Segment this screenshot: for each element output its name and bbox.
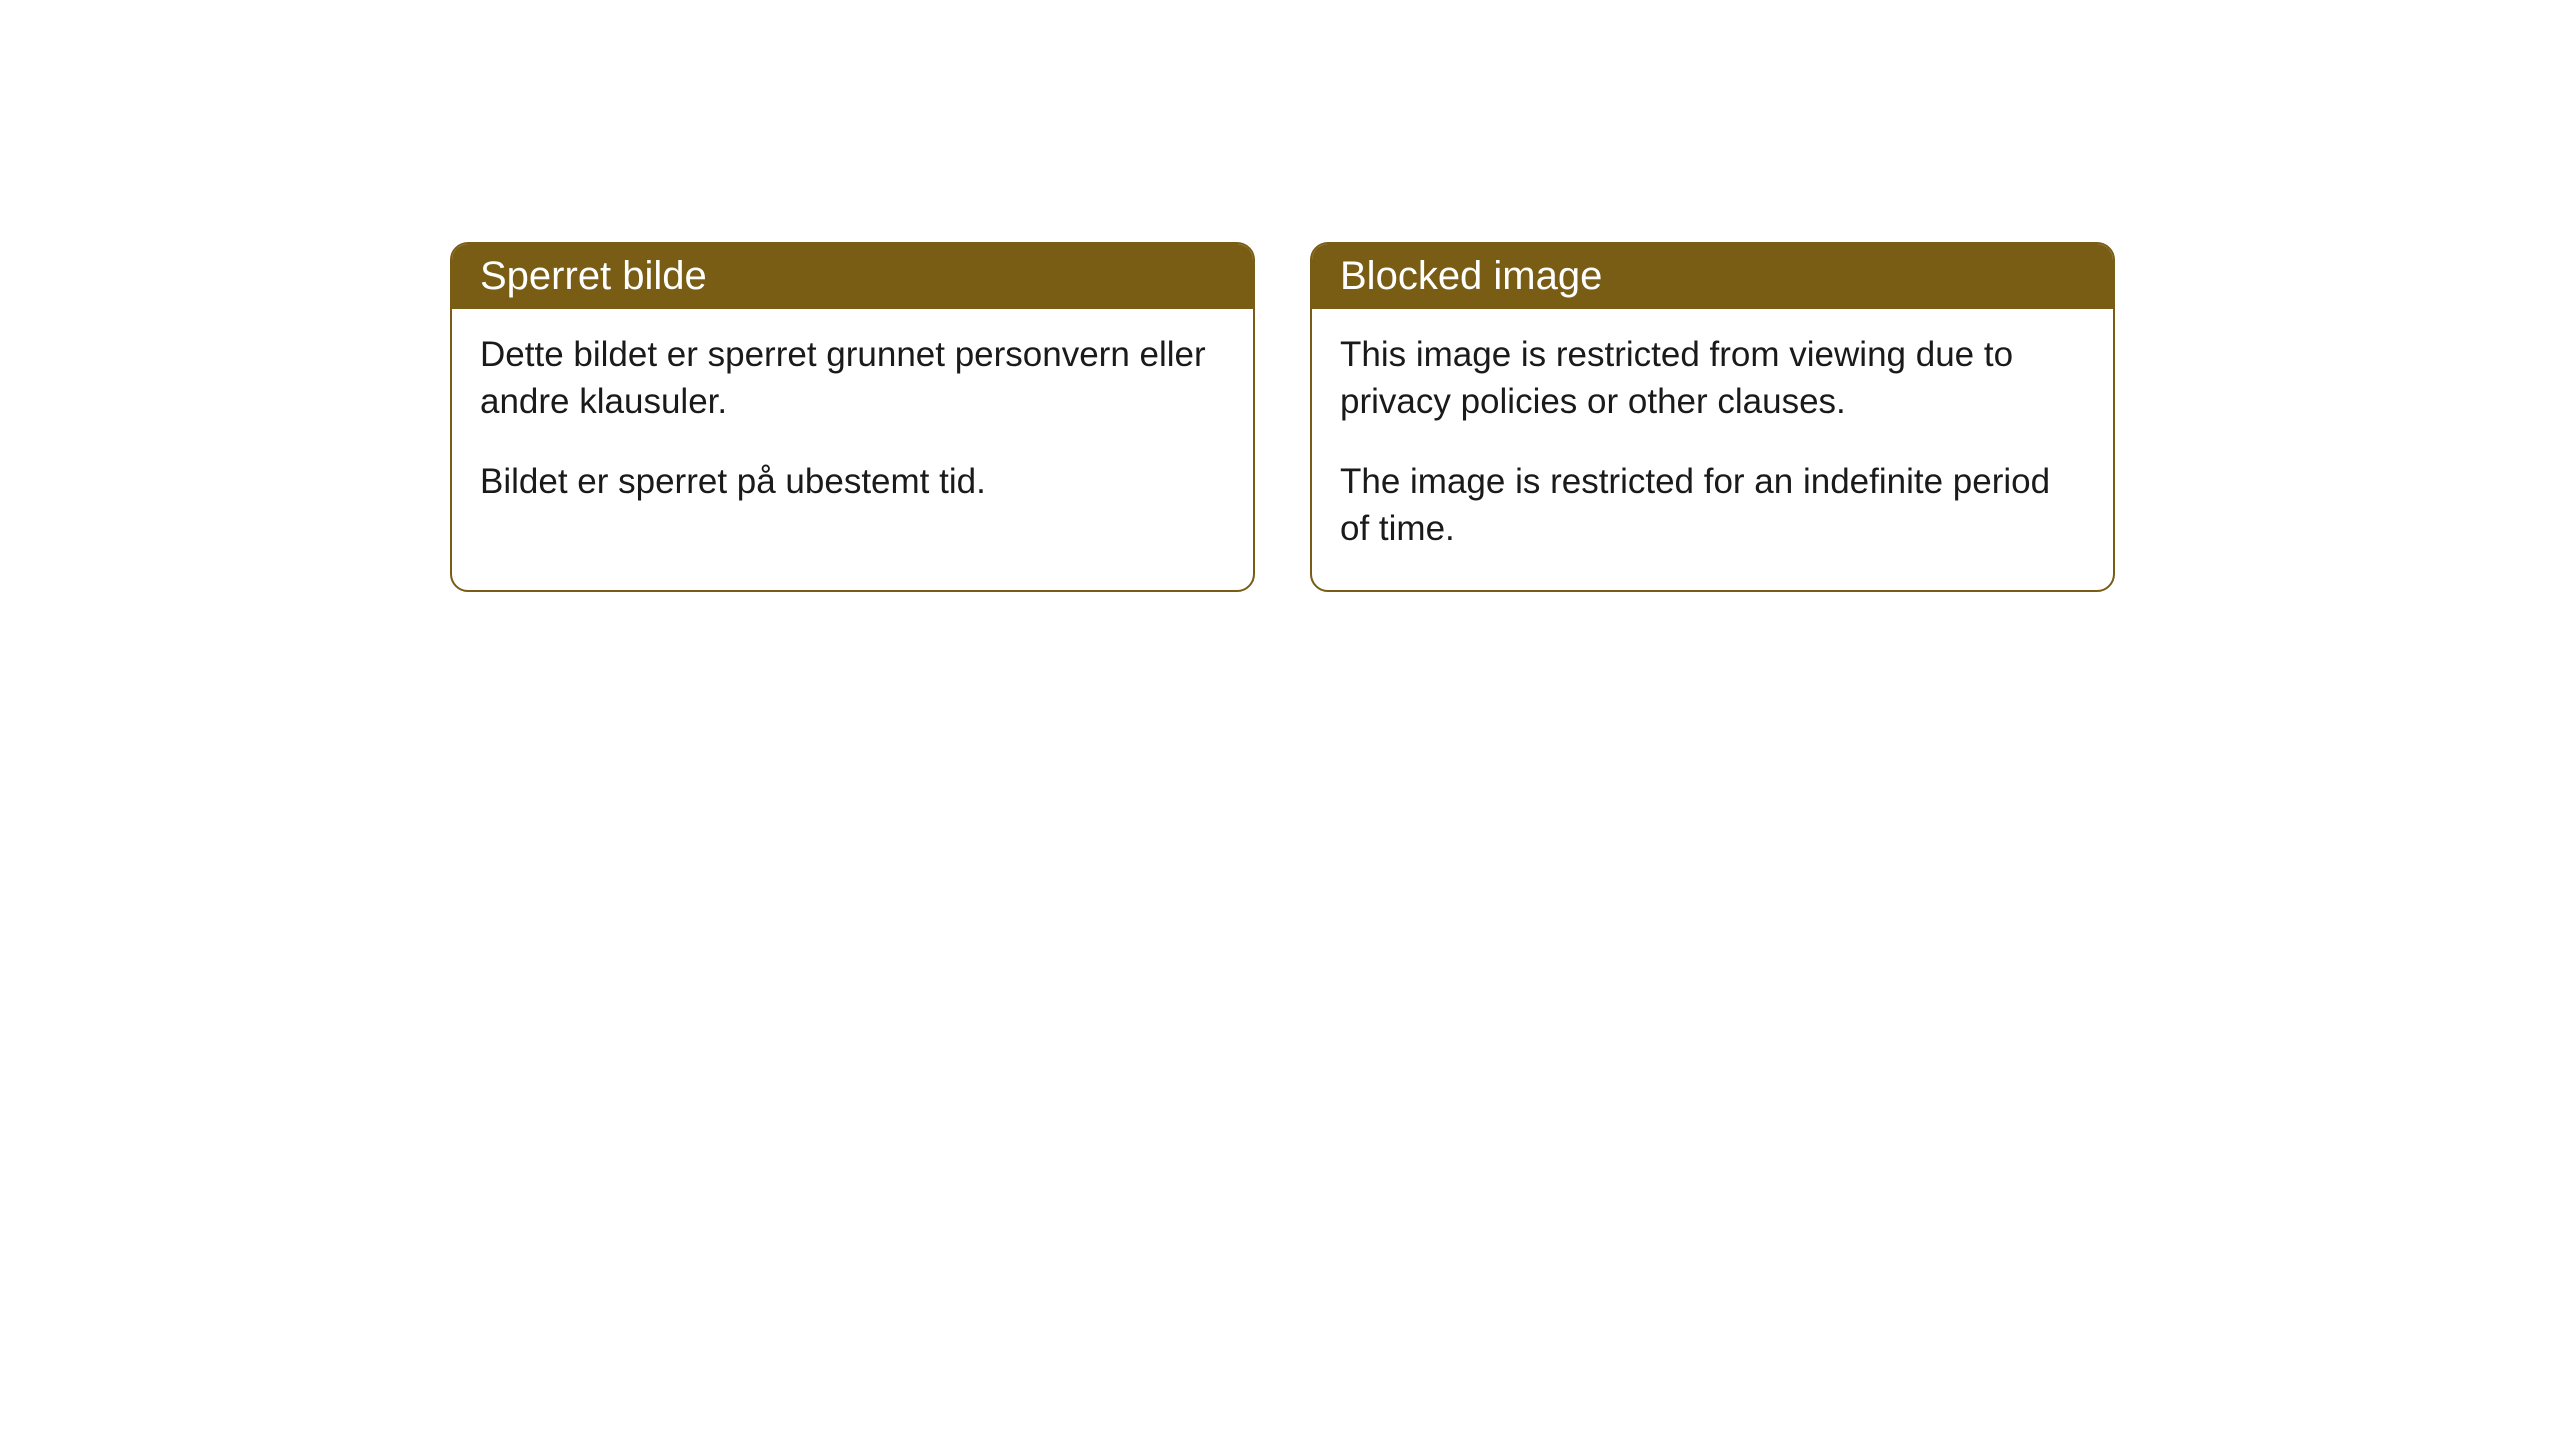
notice-container: Sperret bilde Dette bildet er sperret gr…: [450, 242, 2115, 592]
notice-paragraph-1-norwegian: Dette bildet er sperret grunnet personve…: [480, 331, 1225, 426]
notice-title-english: Blocked image: [1340, 254, 1602, 298]
notice-title-norwegian: Sperret bilde: [480, 254, 707, 298]
notice-body-english: This image is restricted from viewing du…: [1312, 309, 2113, 590]
notice-card-norwegian: Sperret bilde Dette bildet er sperret gr…: [450, 242, 1255, 592]
notice-body-norwegian: Dette bildet er sperret grunnet personve…: [452, 309, 1253, 543]
notice-paragraph-2-norwegian: Bildet er sperret på ubestemt tid.: [480, 458, 1225, 505]
notice-header-norwegian: Sperret bilde: [452, 244, 1253, 309]
notice-header-english: Blocked image: [1312, 244, 2113, 309]
notice-paragraph-1-english: This image is restricted from viewing du…: [1340, 331, 2085, 426]
notice-paragraph-2-english: The image is restricted for an indefinit…: [1340, 458, 2085, 553]
notice-card-english: Blocked image This image is restricted f…: [1310, 242, 2115, 592]
